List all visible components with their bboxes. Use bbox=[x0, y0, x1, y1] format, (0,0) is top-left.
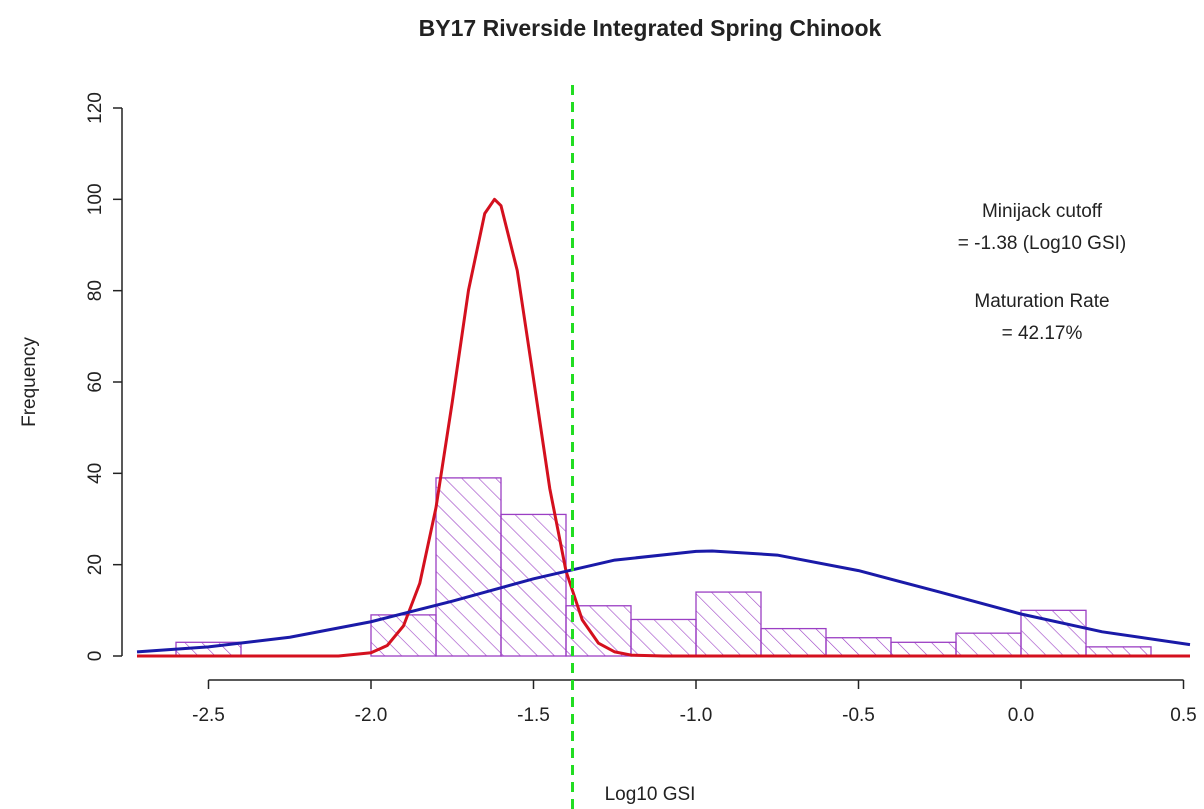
y-tick-label: 0 bbox=[85, 651, 106, 662]
annotation: = -1.38 (Log10 GSI) bbox=[958, 233, 1126, 254]
x-tick-label: -2.0 bbox=[355, 705, 388, 726]
y-tick-label: 60 bbox=[85, 371, 106, 392]
y-tick-label: 120 bbox=[85, 92, 106, 124]
y-tick-label: 100 bbox=[85, 183, 106, 215]
y-tick-label: 40 bbox=[85, 463, 106, 484]
density-curve bbox=[137, 197, 1190, 658]
x-tick-label: -1.5 bbox=[517, 705, 550, 726]
histogram-bar bbox=[435, 477, 502, 657]
histogram-bar bbox=[1020, 609, 1087, 657]
histogram-bar bbox=[695, 591, 762, 657]
x-tick-label: -1.0 bbox=[680, 705, 713, 726]
x-axis-label: Log10 GSI bbox=[605, 784, 696, 805]
annotation: Maturation Rate bbox=[974, 291, 1109, 312]
chart-title: BY17 Riverside Integrated Spring Chinook bbox=[419, 15, 882, 41]
histogram-bar bbox=[760, 627, 827, 657]
histogram-bar bbox=[565, 605, 632, 657]
y-axis-label: Frequency bbox=[19, 337, 40, 427]
y-tick-label: 20 bbox=[85, 554, 106, 575]
x-tick-label: 0.5 bbox=[1170, 705, 1196, 726]
annotation: Minijack cutoff bbox=[982, 201, 1103, 222]
x-tick-label: 0.0 bbox=[1008, 705, 1034, 726]
histogram-bar bbox=[630, 618, 697, 657]
y-tick-label: 80 bbox=[85, 280, 106, 301]
histogram-bar bbox=[955, 632, 1022, 657]
annotation: = 42.17% bbox=[1002, 323, 1083, 344]
x-tick-label: -2.5 bbox=[192, 705, 225, 726]
histogram-bar bbox=[890, 641, 957, 657]
histogram-bar bbox=[825, 637, 892, 657]
density-curve bbox=[136, 549, 1191, 654]
x-tick-label: -0.5 bbox=[842, 705, 875, 726]
